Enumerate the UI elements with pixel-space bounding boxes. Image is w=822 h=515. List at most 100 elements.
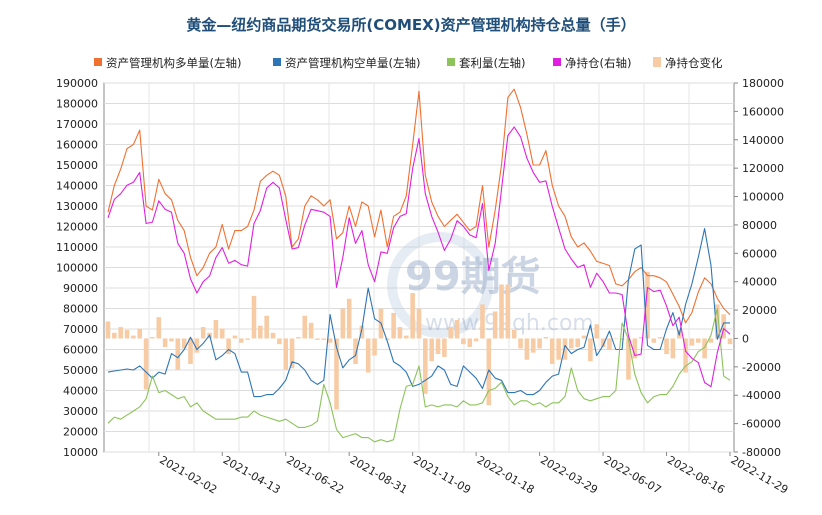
series-line-0 (107, 88, 731, 324)
bar-net-change (511, 329, 517, 339)
bar-net-change (505, 284, 511, 339)
right-tick-label: -80000 (742, 446, 781, 459)
bar-net-change (670, 338, 676, 359)
bar-net-change (162, 338, 168, 347)
bar-net-change (181, 338, 187, 349)
legend-label: 资产管理机构空单量(左轴) (285, 56, 420, 70)
bar-net-change (524, 338, 530, 360)
bar-net-change (543, 337, 549, 339)
bar-net-change (695, 338, 701, 343)
bar-net-change (137, 328, 143, 339)
bar-net-change (575, 338, 580, 347)
bar-net-change (588, 338, 593, 362)
bar-net-change (435, 338, 441, 355)
bar-net-change (188, 338, 193, 365)
left-tick-label: 90000 (63, 282, 98, 295)
bar-net-change (461, 338, 466, 345)
right-tick-label: 60000 (742, 247, 777, 260)
bar-net-change (651, 338, 657, 343)
right-tick-label: -20000 (742, 361, 781, 374)
bar-net-change (467, 338, 473, 347)
bar-net-change (632, 338, 638, 359)
bar-net-change (391, 312, 396, 339)
bar-net-change (683, 338, 688, 373)
left-tick-label: 130000 (56, 200, 98, 213)
right-tick-label: -60000 (742, 418, 781, 431)
bar-net-change (353, 338, 358, 365)
bar-net-change (518, 338, 523, 349)
bar-net-change (384, 338, 390, 340)
bar-net-change (264, 315, 269, 339)
right-tick-label: -40000 (742, 389, 781, 402)
bar-net-change (308, 322, 314, 339)
bar-net-change (251, 295, 257, 339)
bar-net-change (689, 338, 695, 346)
bar-net-change (556, 338, 561, 360)
left-tick-label: 40000 (63, 385, 98, 398)
watermark-text: 99期货 (405, 254, 541, 300)
bar-net-change (200, 327, 206, 339)
bar-net-change (340, 308, 346, 339)
bar-net-change (277, 338, 282, 345)
right-tick-label: 80000 (742, 219, 777, 232)
bar-net-change (118, 327, 123, 339)
bar-net-change (156, 317, 162, 339)
bar-net-change (219, 328, 225, 339)
bar-net-change (550, 338, 555, 365)
bar-net-change (721, 314, 726, 339)
bar-net-change (397, 327, 403, 339)
chart-title: 黄金—纽约商品期货交易所(COMEX)资产管理机构持仓总量（手） (186, 16, 635, 34)
bar-net-change (213, 320, 219, 339)
series-line-2 (107, 307, 731, 443)
left-tick-label: 180000 (56, 98, 98, 111)
bar-net-change (657, 337, 663, 339)
bar-net-change (359, 325, 365, 339)
left-tick-label: 100000 (56, 262, 98, 275)
bar-net-change (245, 338, 250, 340)
bar-net-change (607, 338, 612, 350)
legend-label: 净持仓变化 (665, 56, 723, 70)
bar-net-change (410, 293, 415, 339)
bar-net-change (594, 324, 599, 339)
bar-net-change (416, 308, 422, 339)
right-tick-label: 40000 (742, 276, 777, 289)
plot-area: 10000 20000 30000 40000 50000 60000 70000 80000… (56, 77, 790, 497)
bar-net-change (131, 335, 136, 339)
bar-net-change (702, 338, 707, 359)
bar-net-change (530, 338, 536, 353)
legend-label: 套利量(左轴) (459, 56, 525, 70)
bar-net-change (372, 338, 377, 356)
bar-net-change (226, 338, 231, 355)
series-line-1 (107, 228, 730, 398)
bar-net-change (283, 338, 288, 370)
bar-net-change (626, 338, 631, 380)
bar-net-change (194, 338, 200, 353)
left-tick-label: 80000 (63, 303, 98, 316)
bar-net-change (454, 320, 460, 339)
bar-net-change (232, 335, 238, 339)
right-tick-label: 20000 (742, 304, 777, 317)
left-tick-label: 190000 (56, 77, 98, 90)
bar-net-change (404, 335, 409, 339)
left-tick-label: 120000 (56, 221, 98, 234)
bar-net-change (175, 338, 181, 370)
bar-net-change (315, 338, 320, 340)
bar-net-change (289, 338, 295, 369)
legend-label: 净持仓(右轴) (565, 56, 631, 70)
bar-net-change (321, 338, 327, 340)
bar-net-change (124, 329, 130, 339)
bar-net-change (480, 304, 485, 339)
right-tick-label: 140000 (742, 134, 784, 147)
bar-net-change (239, 338, 244, 343)
bar-net-change (727, 338, 733, 345)
bar-net-change (708, 338, 714, 343)
bar-net-change (105, 321, 111, 339)
bar-net-change (664, 338, 669, 355)
left-tick-label: 60000 (63, 344, 98, 357)
left-tick-label: 110000 (56, 241, 98, 254)
bar-net-change (492, 311, 498, 339)
left-tick-label: 170000 (56, 118, 98, 131)
bar-net-change (442, 338, 447, 357)
left-tick-label: 50000 (63, 364, 98, 377)
